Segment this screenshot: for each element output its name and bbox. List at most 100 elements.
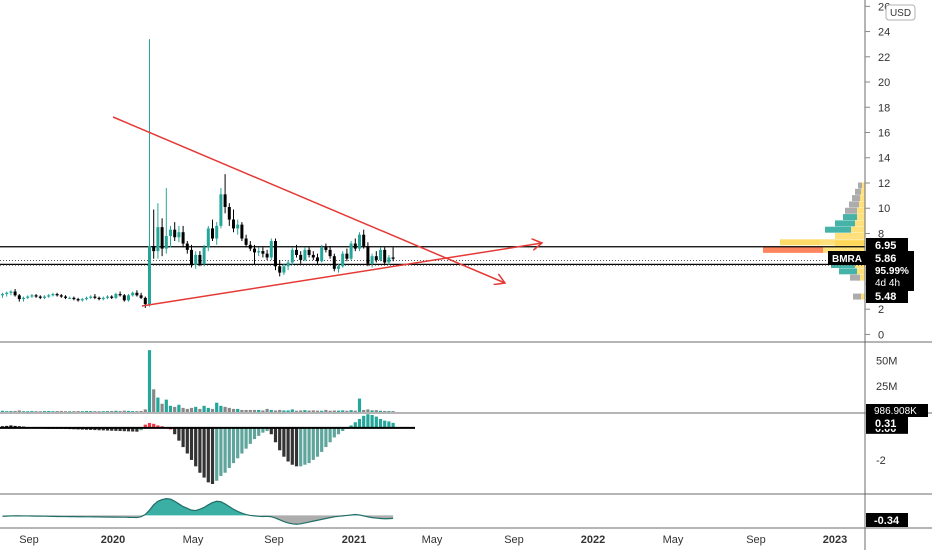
volume-bar bbox=[299, 410, 303, 412]
oscillator bbox=[2, 498, 394, 525]
volume-bar bbox=[240, 409, 244, 412]
volume-bar bbox=[378, 410, 383, 412]
candle-body bbox=[72, 297, 76, 300]
candle-body bbox=[76, 299, 80, 301]
macd-histogram-bar bbox=[315, 427, 320, 457]
volume-bar bbox=[236, 408, 240, 412]
volume-bar bbox=[55, 411, 59, 412]
candle-body bbox=[143, 297, 147, 305]
candle-body bbox=[286, 262, 290, 267]
volume-bar bbox=[160, 403, 164, 412]
macd-histogram-bar bbox=[391, 422, 395, 428]
price-tick-label: 24 bbox=[878, 27, 890, 39]
candle-body bbox=[89, 296, 93, 298]
volume-profile-row-value-area bbox=[857, 268, 865, 275]
macd-histogram-bar bbox=[387, 421, 391, 428]
volume-profile-row bbox=[850, 274, 860, 281]
macd-histogram-bar bbox=[223, 427, 227, 473]
last-price-text: 5.86 bbox=[875, 253, 896, 265]
volume-profile-row bbox=[855, 188, 861, 195]
volume-bar bbox=[13, 410, 17, 412]
volume-bar bbox=[76, 411, 80, 412]
macd-histogram-bar bbox=[219, 427, 223, 476]
candle-body bbox=[374, 256, 378, 260]
candle-body bbox=[198, 254, 202, 264]
candle-body bbox=[5, 292, 9, 295]
volume-bar bbox=[68, 411, 72, 413]
volume-bar bbox=[84, 410, 89, 412]
candle-body bbox=[257, 251, 261, 253]
volume-profile-row-value-area bbox=[860, 195, 865, 202]
volume-bar bbox=[30, 411, 34, 412]
trendlines bbox=[112, 116, 542, 307]
candle-body bbox=[358, 234, 361, 249]
support-price-text: 5.48 bbox=[875, 291, 896, 303]
macd-histogram-bar bbox=[328, 427, 332, 443]
candle-body bbox=[236, 224, 240, 229]
time-tick-label: May bbox=[183, 534, 204, 546]
volume-bar bbox=[282, 410, 286, 412]
volume-bar bbox=[110, 410, 114, 412]
macd-histogram-bar bbox=[198, 427, 202, 473]
volume-tick-label: 50M bbox=[876, 355, 897, 367]
price-tick-label: 12 bbox=[878, 178, 890, 190]
volume-bar bbox=[374, 410, 378, 412]
price-tick-label: 10 bbox=[878, 203, 890, 215]
volume-bar bbox=[198, 408, 202, 412]
volume-bar bbox=[383, 410, 387, 412]
oscillator-last-text: -0.34 bbox=[874, 515, 900, 527]
volume-bar bbox=[328, 410, 332, 412]
price-tick-label: 8 bbox=[878, 228, 884, 240]
macd-histogram-bar bbox=[210, 427, 215, 484]
macd-histogram-bar bbox=[311, 427, 315, 460]
macd-histogram-bar bbox=[131, 427, 135, 432]
time-tick-label: Sep bbox=[19, 534, 39, 546]
volume-bar bbox=[38, 411, 42, 413]
macd-histogram-bar bbox=[231, 427, 236, 464]
macd-histogram-bar bbox=[370, 415, 374, 428]
candle-body bbox=[26, 296, 30, 298]
volume-bars bbox=[0, 350, 395, 413]
volume-bar bbox=[34, 411, 38, 412]
candle-body bbox=[34, 295, 38, 297]
macd-histogram-bar bbox=[93, 427, 97, 431]
macd-histogram-bar bbox=[366, 414, 370, 428]
oscillator-positive-area bbox=[2, 498, 394, 516]
volume-bar bbox=[206, 407, 210, 412]
volume-profile-row-value-area bbox=[820, 239, 865, 246]
time-tick-label: Sep bbox=[746, 534, 766, 546]
currency-badge[interactable]: USD bbox=[885, 4, 916, 21]
volume-bar bbox=[265, 408, 269, 412]
volume-bar bbox=[105, 411, 110, 412]
volume-bar bbox=[231, 408, 236, 412]
candles bbox=[1, 39, 395, 308]
candle-body bbox=[139, 295, 143, 298]
candle-body bbox=[22, 297, 25, 300]
volume-profile bbox=[763, 182, 865, 300]
candle-body bbox=[391, 257, 395, 259]
oscillator-negative-area bbox=[2, 515, 394, 525]
volume-bar bbox=[210, 408, 215, 412]
volume-bar bbox=[278, 409, 282, 412]
candle-body bbox=[122, 295, 126, 301]
volume-bar bbox=[366, 409, 370, 412]
time-tick-label: 2023 bbox=[823, 534, 847, 546]
macd-histogram-bar bbox=[227, 427, 231, 468]
time-axis[interactable]: Sep 2020 May Sep 2021 May Sep 2022 May Sep 2023 bbox=[19, 534, 847, 546]
candle-body bbox=[59, 295, 63, 297]
volume-bar bbox=[227, 407, 231, 412]
macd-histogram-bar bbox=[383, 420, 387, 428]
macd-histogram-bar bbox=[240, 427, 244, 454]
time-tick-label: 2021 bbox=[342, 534, 366, 546]
candle-body bbox=[328, 249, 332, 257]
macd-histogram-bar bbox=[286, 427, 290, 462]
candle-body bbox=[383, 249, 387, 263]
candle-body bbox=[295, 249, 298, 255]
candle-body bbox=[303, 249, 307, 260]
candle-body bbox=[341, 253, 345, 267]
candle-body bbox=[337, 266, 340, 269]
volume-bar bbox=[131, 411, 135, 412]
candle-body bbox=[387, 257, 391, 263]
volume-bar bbox=[219, 405, 223, 412]
volume-bar bbox=[252, 409, 257, 412]
